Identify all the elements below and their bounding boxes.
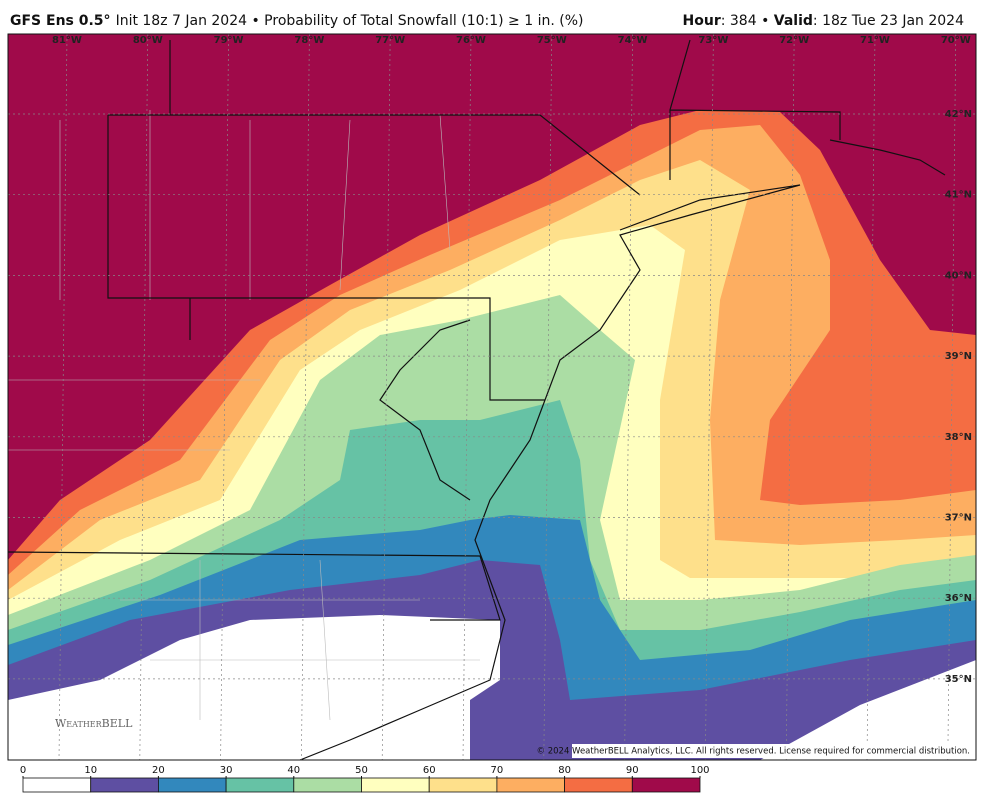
colorbar-segment [225, 777, 295, 793]
colorbar-label: 50 [355, 765, 368, 776]
graticule [947, 34, 957, 760]
graticule [58, 34, 68, 760]
graticule [381, 34, 391, 760]
coastline [299, 139, 946, 760]
graticule [139, 34, 149, 760]
graticule [866, 34, 876, 760]
colorbar-segment [496, 777, 565, 793]
hour-label: Hour [683, 13, 721, 29]
latitude-label: 36°N [945, 593, 972, 604]
colorbar-segment [631, 777, 701, 793]
colorbar-label: 20 [152, 765, 165, 776]
colorbar-label: 90 [626, 765, 639, 776]
init: Init 18z 7 Jan 2024 • Probability of Tot… [116, 13, 584, 29]
latitude-label: 37°N [945, 513, 972, 524]
colorbar-label: 80 [558, 765, 571, 776]
colorbar-segment [157, 777, 227, 793]
longitude-label: 78°W [294, 35, 324, 46]
graticule [543, 34, 553, 760]
latitude-label: 41°N [945, 190, 972, 201]
colorbar-label: 30 [220, 765, 233, 776]
colorbar-label: 0 [20, 765, 26, 776]
colorbar-segment [428, 777, 498, 793]
graticule [785, 34, 795, 760]
map [8, 34, 976, 760]
model: GFS Ens 0.5° [10, 13, 111, 29]
graticule [220, 34, 229, 760]
graticule [705, 34, 714, 760]
graticule [462, 34, 472, 760]
latitude-label: 39°N [945, 351, 972, 362]
latitude-label: 35°N [945, 674, 972, 685]
latitude-label: 38°N [945, 432, 972, 443]
colorbar-segment [293, 777, 362, 793]
colorbar-segment [361, 777, 430, 793]
longitude-label: 70°W [941, 35, 971, 46]
colorbar-label: 60 [423, 765, 436, 776]
longitude-label: 81°W [52, 35, 82, 46]
state-borders [8, 39, 841, 621]
colorbar-label: 10 [84, 765, 97, 776]
longitude-label: 74°W [618, 35, 648, 46]
longitude-label: 75°W [537, 35, 567, 46]
longitude-label: 79°W [214, 35, 244, 46]
colorbar-label: 40 [287, 765, 300, 776]
hour-value: : 384 • [721, 13, 774, 29]
longitude-label: 80°W [133, 35, 163, 46]
colorbar-label: 100 [690, 765, 709, 776]
latitude-label: 40°N [945, 270, 972, 281]
longitude-label: 77°W [375, 35, 405, 46]
longitude-label: 73°W [698, 35, 728, 46]
longitude-label: 71°W [860, 35, 890, 46]
shading [8, 615, 500, 760]
valid-value: : 18z Tue 23 Jan 2024 [813, 13, 964, 29]
longitude-label: 76°W [456, 35, 486, 46]
counties [8, 110, 480, 721]
latitude-label: 42°N [945, 109, 972, 120]
colorbar-label: 70 [491, 765, 504, 776]
longitude-label: 72°W [779, 35, 809, 46]
colorbar-segment [22, 777, 92, 793]
copyright-box [572, 744, 974, 758]
colorbar-segment [90, 777, 159, 793]
map-frame [7, 33, 977, 761]
copyright: © 2024 WeatherBELL Analytics, LLC. All r… [537, 747, 970, 757]
graticule [301, 34, 310, 760]
title-right: Hour: 384 • Valid: 18z Tue 23 Jan 2024 [683, 13, 965, 29]
logo: WeatherBELL [55, 717, 133, 730]
colorbar-segment [564, 777, 633, 793]
valid-label: Valid [774, 13, 813, 29]
graticule [624, 34, 633, 760]
title-left: GFS Ens 0.5° Init 18z 7 Jan 2024 • Probab… [10, 13, 583, 29]
shading [760, 660, 976, 760]
